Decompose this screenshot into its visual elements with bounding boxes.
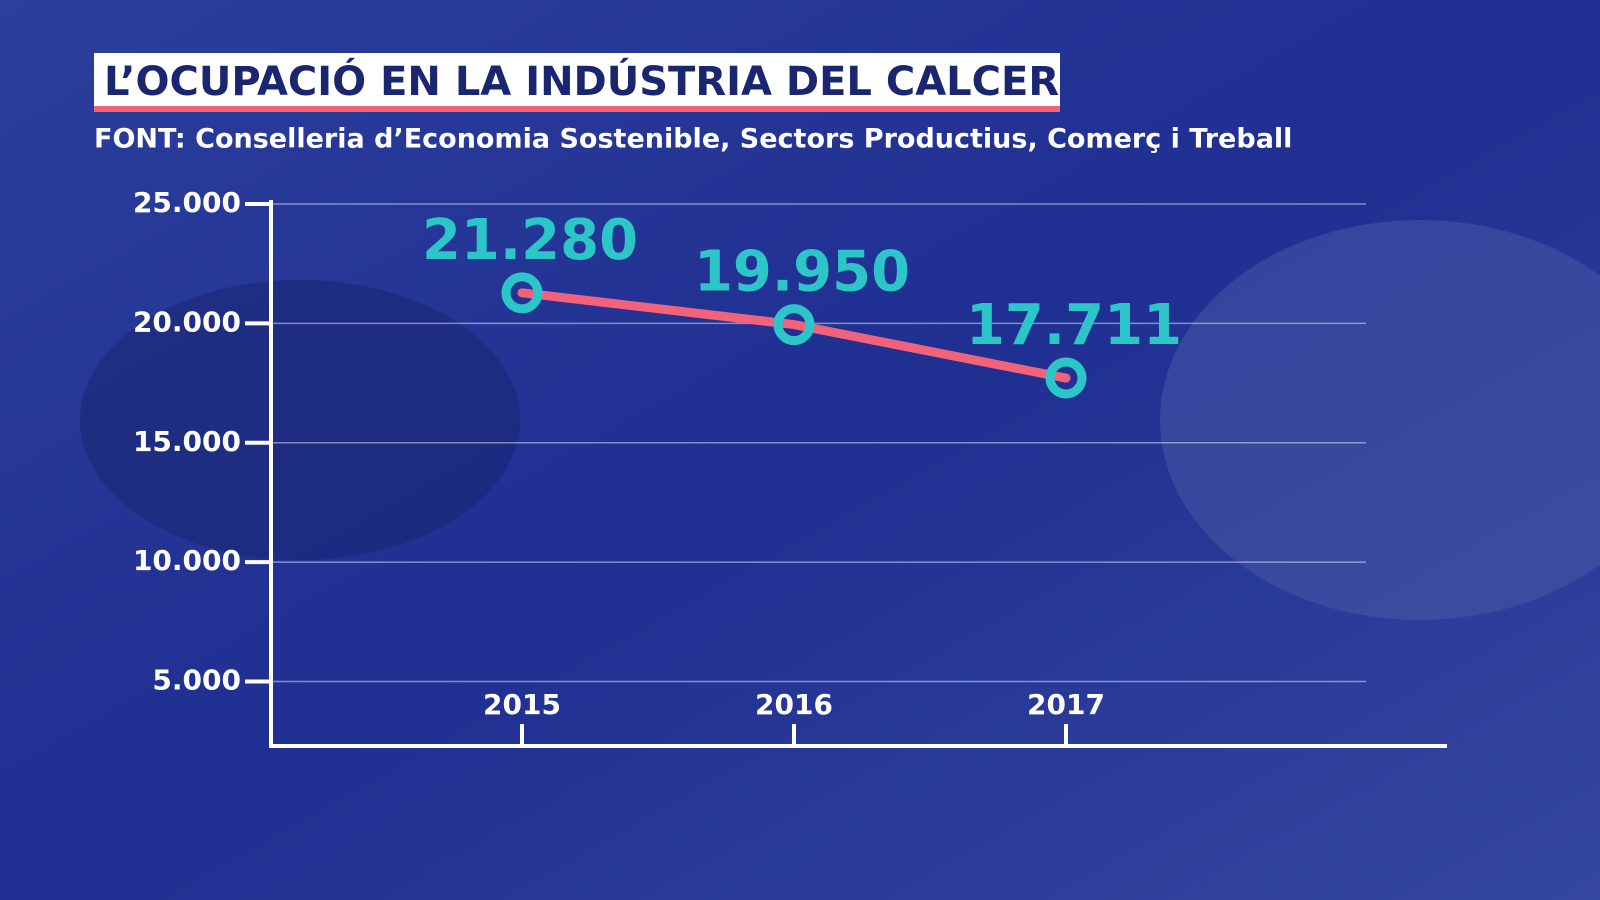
chart-title: L’OCUPACIÓ EN LA INDÚSTRIA DEL CALCER xyxy=(104,57,1059,105)
value-label: 19.950 xyxy=(694,240,910,305)
bg-shape xyxy=(80,280,520,560)
chart-subtitle: FONT: Conselleria d’Economia Sostenible,… xyxy=(94,124,1292,155)
y-tick-label: 25.000 xyxy=(133,186,241,219)
marker xyxy=(501,272,543,314)
value-label: 17.711 xyxy=(966,293,1182,358)
y-tick-label: 15.000 xyxy=(133,425,241,458)
x-tick-label: 2015 xyxy=(483,688,561,721)
line xyxy=(517,288,1071,383)
value-label: 21.280 xyxy=(422,208,638,273)
x-tick-label: 2017 xyxy=(1027,688,1105,721)
marker xyxy=(1045,357,1087,399)
bg-shape xyxy=(1160,220,1600,620)
y-tick-label: 20.000 xyxy=(133,305,241,338)
y-tick-label: 5.000 xyxy=(152,664,241,697)
y-tick-label: 10.000 xyxy=(133,544,241,577)
marker xyxy=(773,304,815,346)
title-box xyxy=(94,53,1060,111)
x-tick-label: 2016 xyxy=(755,688,833,721)
title-underline xyxy=(94,106,1060,112)
